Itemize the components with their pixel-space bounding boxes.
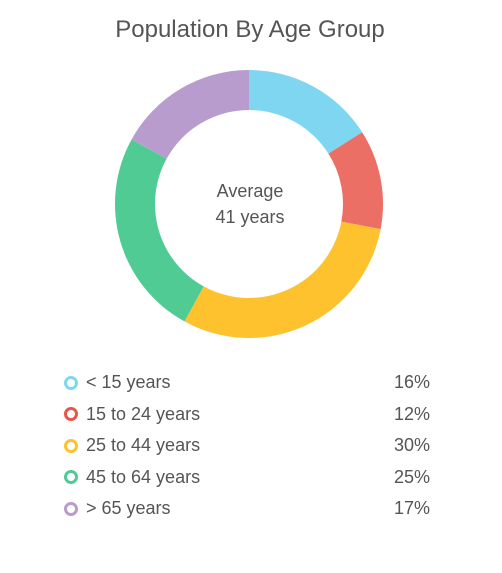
- legend-item[interactable]: 25 to 44 years 30%: [64, 430, 430, 462]
- legend-marker-circle-icon: [64, 438, 78, 453]
- legend-value: 25%: [393, 466, 430, 487]
- donut-center-label: Average 41 years: [150, 178, 350, 230]
- legend-value: 30%: [393, 435, 430, 456]
- donut-slice[interactable]: [131, 70, 249, 159]
- legend-label: 45 to 64 years: [86, 466, 201, 487]
- legend-marker-circle-icon: [64, 470, 78, 485]
- donut-slices: [115, 70, 383, 338]
- legend-item[interactable]: 15 to 24 years 12%: [64, 399, 430, 431]
- legend-label: > 65 years: [86, 498, 171, 519]
- donut-slice[interactable]: [328, 132, 383, 230]
- legend-label: 15 to 24 years: [86, 403, 201, 424]
- legend-label: < 15 years: [86, 372, 171, 393]
- center-label-line2: 41 years: [215, 207, 285, 227]
- donut-slice[interactable]: [115, 139, 204, 322]
- chart-title: Population By Age Group: [115, 16, 385, 43]
- legend-value: 17%: [393, 498, 430, 519]
- legend-item[interactable]: 45 to 64 years 25%: [64, 462, 430, 494]
- chart-legend: < 15 years 16% 15 to 24 years 12% 25 to …: [64, 367, 430, 525]
- legend-item[interactable]: > 65 years 17%: [64, 493, 430, 525]
- legend-value: 12%: [393, 403, 430, 424]
- legend-label: 25 to 44 years: [86, 435, 201, 456]
- legend-marker-circle-icon: [64, 501, 78, 516]
- legend-value: 16%: [393, 372, 430, 393]
- legend-marker-circle-icon: [64, 407, 78, 422]
- center-label-line1: Average: [216, 181, 284, 201]
- donut-slice[interactable]: [184, 221, 381, 338]
- legend-marker-circle-icon: [64, 375, 78, 390]
- legend-item[interactable]: < 15 years 16%: [64, 367, 430, 399]
- donut-slice[interactable]: [249, 70, 363, 154]
